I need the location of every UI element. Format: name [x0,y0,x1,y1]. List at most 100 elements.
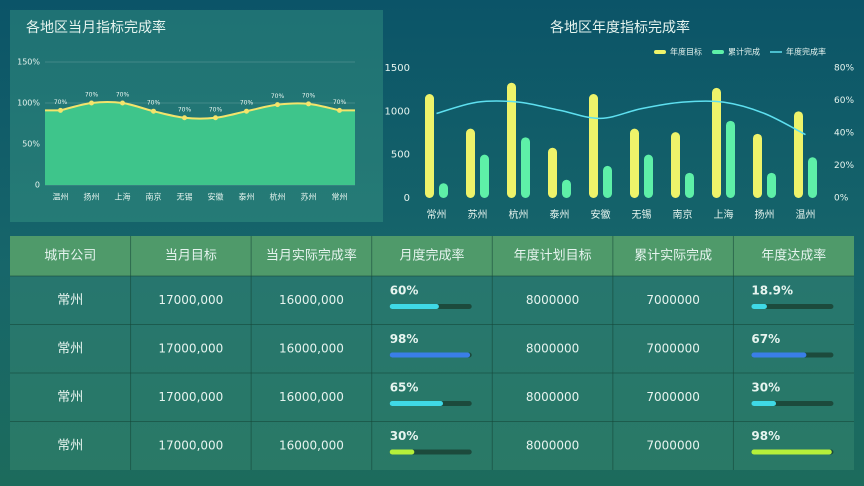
bar [685,172,694,198]
bar [794,111,803,198]
header-cell: 城市公司 [44,248,96,264]
legend-swatch [712,50,724,54]
point [306,101,311,107]
point-label: 70% [240,100,254,107]
point-label: 70% [271,93,285,100]
progress-bar [389,352,471,358]
number-cell: 16000,000 [279,438,344,452]
city-cell: 常州 [57,390,83,405]
x-tick-label: 扬州 [84,192,100,202]
progress-bar [751,352,807,358]
header-cell: 月度完成率 [399,248,464,264]
y2-tick-label: 80% [834,64,854,74]
x-tick-label: 安徽 [591,208,611,221]
x-tick-label: 无锡 [177,193,193,202]
point-label: 70% [209,106,223,113]
percent-label: 60% [390,284,419,298]
percent-label: 30% [390,429,419,443]
percent-label: 98% [751,429,780,443]
y2-tick-label: 20% [834,161,854,171]
x-tick-label: 南京 [673,208,693,221]
header-cell: 当月目标 [165,249,217,264]
city-cell: 常州 [57,438,83,453]
x-tick-label: 温州 [796,209,816,221]
x-tick-label: 上海 [115,192,131,202]
percent-label: 98% [390,332,419,346]
y-tick-label: 150% [17,58,40,67]
y-tick-label: 100% [17,99,40,108]
percent-label: 67% [751,332,780,346]
x-tick-label: 泰州 [550,208,570,221]
number-cell: 16000,000 [279,293,344,307]
bar [767,172,776,198]
point-label: 70% [54,99,68,106]
point [275,102,280,108]
point-label: 70% [178,106,192,113]
bar [753,133,762,198]
number-cell: 17000,000 [158,341,223,355]
legend-label: 累计完成 [728,47,760,57]
y2-tick-label: 60% [834,96,854,106]
number-cell: 16000,000 [279,341,344,355]
number-cell: 7000000 [646,341,699,355]
y-tick-label: 1500 [385,63,410,74]
y2-tick-label: 0% [834,194,849,204]
x-tick-label: 扬州 [755,208,775,221]
chart-title: 各地区当月指标完成率 [26,19,166,36]
area [45,102,355,185]
legend-swatch [654,50,666,54]
x-tick-label: 苏州 [301,192,317,202]
bar [644,154,653,198]
header-cell: 年度达成率 [761,248,826,264]
bar [480,154,489,198]
legend-label: 年度目标 [670,47,702,57]
progress-bar [751,401,777,406]
bar [507,82,516,198]
x-tick-label: 常州 [332,193,348,202]
bar [562,179,571,198]
number-cell: 17000,000 [158,293,223,307]
line [436,100,806,136]
number-cell: 8000000 [526,390,579,404]
bar [603,165,612,198]
point [120,100,125,106]
bar [425,94,434,198]
percent-label: 30% [751,381,780,395]
bar [671,132,680,198]
x-tick-label: 安徽 [208,192,224,202]
x-tick-label: 杭州 [509,208,529,221]
x-tick-label: 泰州 [239,192,255,202]
number-cell: 17000,000 [158,438,223,452]
y-tick-label: 50% [22,140,40,149]
bar [808,157,817,198]
progress-bar [751,304,767,309]
point [58,107,63,113]
point-label: 70% [147,100,161,107]
progress-track [751,304,834,309]
x-tick-label: 苏州 [468,208,488,221]
x-tick-label: 杭州 [270,192,286,202]
number-cell: 17000,000 [158,390,223,404]
chart-title: 各地区年度指标完成率 [550,19,690,36]
y-tick-label: 500 [391,150,410,161]
bar [712,87,721,198]
point-label: 70% [302,92,316,99]
x-tick-label: 南京 [146,192,162,202]
progress-bar [389,401,444,406]
point-label: 70% [116,92,130,99]
header-cell: 年度计划目标 [514,248,592,264]
legend-label: 年度完成率 [786,47,826,57]
progress-bar [389,449,415,455]
y-tick-label: 0 [35,181,40,190]
x-tick-label: 无锡 [632,208,652,221]
number-cell: 8000000 [526,438,579,452]
number-cell: 8000000 [526,293,579,307]
bar [521,137,530,198]
y-tick-label: 0 [404,193,410,204]
city-cell: 常州 [57,341,83,356]
number-cell: 7000000 [646,390,699,404]
point [89,100,94,106]
bar [589,94,598,198]
